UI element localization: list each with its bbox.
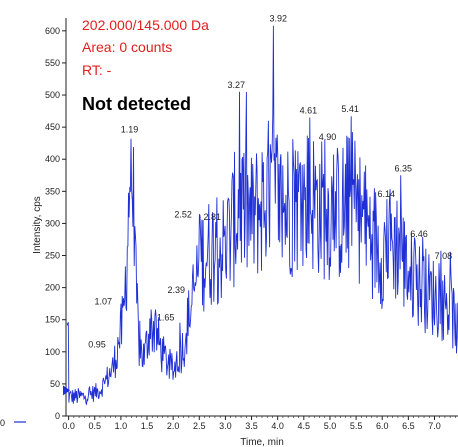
y-tick-label: 450 — [45, 122, 60, 132]
x-tick-label: 6.0 — [376, 421, 389, 431]
x-tick-label: 2.5 — [193, 421, 206, 431]
detection-status: Not detected — [82, 94, 191, 114]
x-tick-label: 4.5 — [298, 421, 311, 431]
y-tick-label: 150 — [45, 315, 60, 325]
peak-label: 6.46 — [410, 229, 428, 239]
x-axis-label: Time, min — [240, 437, 284, 447]
x-tick-label: 0.5 — [88, 421, 101, 431]
y-tick-label: 250 — [45, 251, 60, 261]
y-tick-label: 300 — [45, 218, 60, 228]
peak-label: 3.92 — [269, 14, 287, 24]
x-tick-label: 3.5 — [245, 421, 258, 431]
peak-label: 2.52 — [174, 210, 192, 220]
peak-label: 1.19 — [121, 125, 139, 135]
peak-label: 6.14 — [378, 189, 396, 199]
peak-label: 2.39 — [168, 285, 186, 295]
peak-label: 2.81 — [203, 212, 221, 222]
peak-label: 0.95 — [88, 339, 106, 349]
baseline-marker — [63, 385, 70, 396]
y-tick-label: 200 — [45, 283, 60, 293]
x-tick-label: 2.0 — [167, 421, 180, 431]
y-tick-label: 400 — [45, 154, 60, 164]
x-tick-label: 1.0 — [115, 421, 128, 431]
y-tick-label: 350 — [45, 186, 60, 196]
area-text: Area: 0 counts — [82, 39, 172, 55]
trace-group — [66, 25, 458, 405]
peak-label: 7.08 — [435, 251, 453, 261]
y-tick-label: 600 — [45, 26, 60, 36]
x-tick-label: 1.5 — [141, 421, 154, 431]
peak-label: 3.27 — [228, 80, 246, 90]
y-tick-label: 500 — [45, 90, 60, 100]
x-tick-label: 4.0 — [271, 421, 284, 431]
y-axis-title: Intensity, cps — [32, 196, 43, 254]
y-axis-label: Intensity, cps — [32, 196, 43, 254]
x-tick-label: 6.5 — [402, 421, 415, 431]
x-tick-label: 5.5 — [350, 421, 363, 431]
marker-group — [14, 385, 70, 423]
y-tick-label: 100 — [45, 347, 60, 357]
peak-label: 4.90 — [319, 132, 337, 142]
peak-label: 1.65 — [157, 313, 175, 323]
y-tick-label: 50 — [50, 379, 60, 389]
y-tick-group: 0 50 100 150 200 250 300 350 400 450 500 550 600 — [45, 26, 66, 421]
y-tick-label: 0 — [55, 411, 60, 421]
y-tick-label: 550 — [45, 58, 60, 68]
x-tick-label: 5.0 — [324, 421, 337, 431]
peak-label: 4.61 — [300, 106, 318, 116]
rt-text: RT: - — [82, 62, 112, 78]
x-tick-label: 0.0 — [62, 421, 75, 431]
x-tick-label: 7.0 — [428, 421, 441, 431]
peak-label: 5.41 — [341, 104, 359, 114]
peak-label-group: 3.92 3.27 1.19 4.61 5.41 4.90 6.35 6.14 6.46 7.08… — [88, 14, 452, 350]
peak-label: 1.07 — [95, 296, 113, 306]
x-tick-group: 0.0 0.5 1.0 1.5 2.0 2.5 3.0 3.5 4.0 4.5 5.0 5.5 6.0 6… — [62, 416, 456, 431]
left-tick-fragment: 0 — [0, 418, 5, 428]
x-tick-label: 3.0 — [219, 421, 232, 431]
trace-line — [66, 25, 458, 405]
transition-text: 202.000/145.000 Da — [82, 17, 209, 33]
peak-label: 6.35 — [395, 163, 413, 173]
